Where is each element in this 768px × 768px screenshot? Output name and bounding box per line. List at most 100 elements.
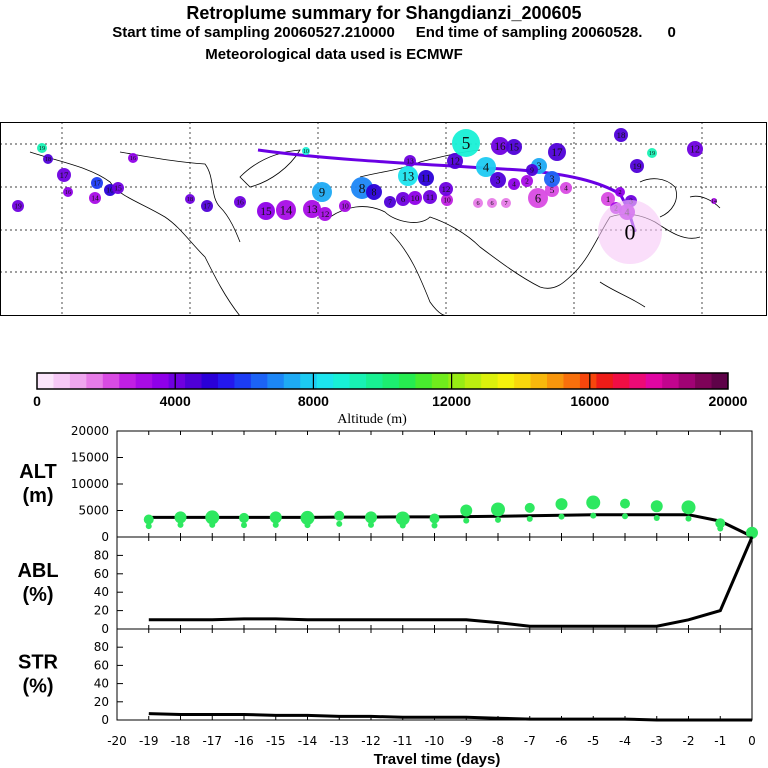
- plume-circle: [487, 198, 497, 208]
- y-tick-label: 60: [94, 658, 109, 672]
- plume-cluster-point: [681, 500, 696, 515]
- x-tick-label: -2: [683, 734, 695, 748]
- x-tick-label: -4: [619, 734, 631, 748]
- sampling-time-line: Start time of sampling 20060527.210000 E…: [112, 24, 676, 41]
- colorbar-cell: [86, 373, 104, 389]
- y-tick-label: 5000: [78, 504, 109, 518]
- plume-day-label: 10: [411, 193, 420, 203]
- plume-day-label: 3: [537, 162, 542, 173]
- plume-cluster-point: [336, 520, 343, 527]
- colorbar-cell: [366, 373, 383, 389]
- plume-cluster-point: [463, 517, 470, 524]
- y-axis-title: (%): [22, 676, 53, 698]
- plume-cluster-point: [272, 521, 279, 528]
- plume-cluster-point: [653, 514, 660, 521]
- plume-day-label: 2: [525, 177, 529, 186]
- plume-circle: [398, 166, 418, 186]
- plume-marker: 6: [396, 192, 410, 206]
- plume-day-label: 8: [359, 181, 366, 196]
- plume-cluster-point: [368, 521, 374, 528]
- plume-cluster-point: [558, 513, 565, 520]
- plume-cluster-point: [177, 521, 184, 528]
- plume-circle: [63, 187, 73, 197]
- plume-day-label: 9: [530, 166, 534, 175]
- colorbar-cell: [37, 373, 54, 389]
- plume-day-label: 15: [509, 143, 519, 154]
- plume-day-label: 7: [504, 200, 507, 207]
- plume-marker: 12: [687, 141, 703, 157]
- plume-marker: 16: [491, 137, 509, 155]
- plume-day-label: 10: [341, 202, 349, 211]
- x-tick-label: -8: [492, 734, 504, 748]
- x-tick-label: -7: [524, 734, 536, 748]
- plume-marker: 19: [647, 148, 657, 158]
- plume-cluster-point: [749, 531, 755, 538]
- plume-circle: [423, 190, 437, 204]
- colorbar-cell: [201, 373, 219, 389]
- colorbar-cell: [267, 373, 285, 389]
- plume-marker: 18: [185, 194, 195, 204]
- colorbar-cell: [300, 373, 318, 389]
- plume-marker: 19: [12, 200, 24, 212]
- plume-day-label: 17: [60, 170, 69, 180]
- plume-day-label: 11: [426, 192, 434, 202]
- panel-frame: [116, 628, 753, 721]
- x-tick-label: -5: [587, 734, 599, 748]
- plume-marker: 16: [63, 187, 73, 197]
- colorbar-cell: [119, 373, 137, 389]
- plume-day-label: 2: [618, 189, 621, 196]
- plume-circle: [89, 192, 101, 204]
- plume-day-label: 11: [421, 174, 431, 185]
- plume-cluster-point: [524, 502, 535, 513]
- plume-day-label: 14: [280, 203, 293, 217]
- plume-circle: [404, 155, 416, 167]
- plume-day-label: 6: [476, 200, 479, 207]
- plume-day-label: 18: [45, 156, 51, 163]
- y-tick-label: 0: [101, 530, 109, 544]
- colorbar-cell: [563, 373, 581, 389]
- colorbar-tick-label: 0: [33, 393, 41, 409]
- y-tick-label: 20: [94, 604, 109, 618]
- y-tick-label: 80: [94, 548, 109, 562]
- plume-circle: [318, 207, 332, 221]
- panel-str: 0 20 40 60 80 STR(%): [18, 628, 753, 727]
- plume-day-label: 14: [91, 194, 99, 203]
- plume-day-label: 12: [442, 184, 451, 194]
- plume-day-label: 0: [625, 220, 636, 245]
- colorbar-label: Altitude (m): [337, 412, 407, 427]
- plume-cluster-point: [395, 511, 410, 526]
- plume-marker: 15: [112, 182, 124, 194]
- colorbar-cell: [349, 373, 367, 389]
- plume-marker: 17: [201, 200, 213, 212]
- x-tick-label: -12: [361, 734, 381, 748]
- plume-circle: [312, 182, 332, 202]
- plume-cluster-point: [365, 511, 377, 524]
- y-tick-label: 20000: [71, 424, 109, 438]
- plume-circle: [687, 141, 703, 157]
- plume-cluster-point: [269, 511, 282, 524]
- colorbar-cell: [547, 373, 564, 389]
- plume-day-label: 16: [130, 155, 136, 162]
- plume-circle: [491, 137, 509, 155]
- x-tick-label: -10: [425, 734, 445, 748]
- plume-marker: 12: [318, 207, 332, 221]
- plume-circle: [473, 198, 483, 208]
- plume-circle: [257, 202, 275, 220]
- plume-circle: [521, 175, 533, 187]
- y-tick-label: 60: [94, 567, 109, 581]
- plume-day-label: 12: [450, 157, 460, 168]
- colorbar-cell: [316, 373, 334, 389]
- plume-circle: [441, 194, 453, 206]
- plume-cluster-point: [460, 504, 473, 517]
- colorbar-cell: [234, 373, 252, 389]
- colorbar-cell: [53, 373, 71, 389]
- colorbar-cell: [514, 373, 532, 389]
- plume-circle: [560, 182, 572, 194]
- plume-marker: 4: [560, 182, 572, 194]
- plume-circle: [598, 200, 662, 264]
- plume-cluster-point: [555, 498, 568, 511]
- plume-marker: 10: [302, 147, 310, 155]
- plume-circle: [630, 159, 644, 173]
- y-axis-title: (m): [22, 485, 53, 507]
